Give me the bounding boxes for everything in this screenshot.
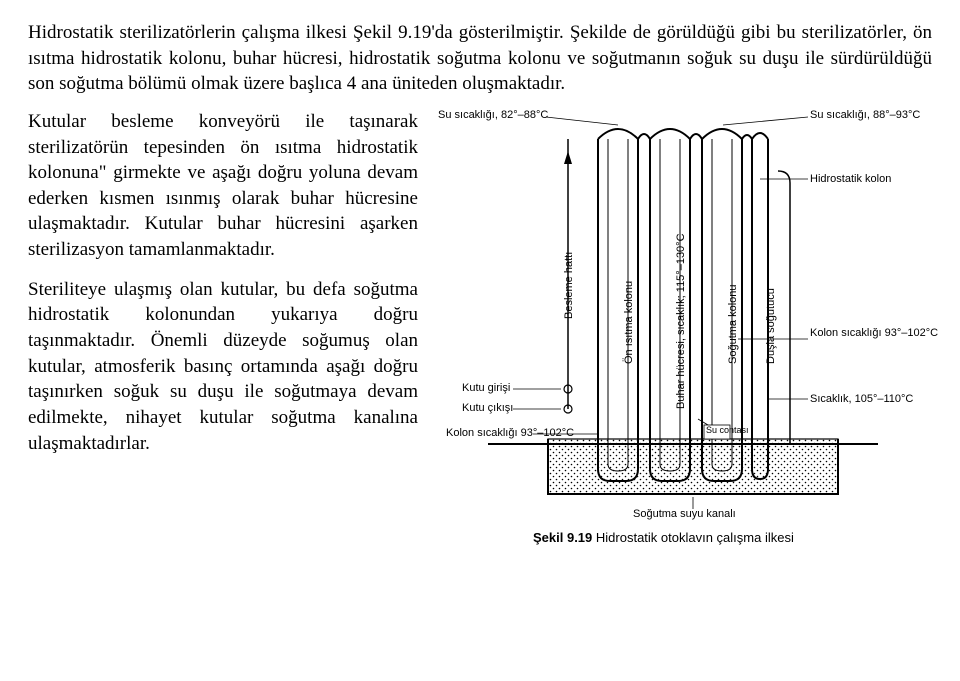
label-su-sicak-right: Su sıcaklığı, 88°–93°C [810, 108, 920, 123]
figure-caption-text: Hidrostatik otoklavın çalışma ilkesi [592, 530, 794, 545]
label-kolon-sicak-left: Kolon sıcaklığı 93°–102°C [446, 427, 574, 439]
label-kutu-cikisi: Kutu çıkışı [462, 401, 513, 416]
label-kolon-sicak-right: Kolon sıcaklığı 93°–102°C [810, 327, 938, 339]
label-dusla-sogutucu: Duşla soğutucu [764, 288, 779, 364]
figure-caption: Şekil 9.19 Hidrostatik otoklavın çalışma… [533, 529, 794, 547]
label-on-isitma: Ön ısıtma kolonu [622, 281, 637, 364]
figure-column: Su sıcaklığı, 82°–88°C Su sıcaklığı, 88°… [438, 109, 932, 549]
label-su-sicak-left: Su sıcaklığı, 82°–88°C [438, 108, 548, 123]
label-sogutma-kolonu: Soğutma kolonu [726, 284, 741, 364]
label-kolon-sicak-left-text: Kolon sıcaklığı 93°–102°C [446, 427, 574, 439]
label-kutu-girisi: Kutu girişi [462, 381, 510, 396]
label-sogutma-suyu: Soğutma suyu kanalı [633, 507, 736, 522]
label-sicaklik-right: Sıcaklık, 105°–110°C [810, 392, 913, 407]
intro-section: Hidrostatik sterilizatörlerin çalışma il… [28, 20, 932, 97]
body-paragraph-1: Kutular besleme konveyörü ile taşınarak … [28, 109, 418, 263]
body-text-column: Kutular besleme konveyörü ile taşınarak … [28, 109, 418, 549]
body-paragraph-2: Steriliteye ulaşmış olan kutular, bu def… [28, 277, 418, 456]
label-hidrostatik-kolon: Hidrostatik kolon [810, 172, 891, 187]
figure-9-19: Su sıcaklığı, 82°–88°C Su sıcaklığı, 88°… [438, 109, 918, 549]
label-su-contasi: Su contası [706, 426, 749, 435]
intro-paragraph: Hidrostatik sterilizatörlerin çalışma il… [28, 20, 932, 97]
two-column-layout: Kutular besleme konveyörü ile taşınarak … [28, 109, 932, 549]
label-buhar-hucresi: Buhar hücresi, sıcaklık; 115°–130°C [674, 233, 689, 409]
label-besleme-hatti: Besleme hattı [562, 252, 577, 319]
figure-caption-number: Şekil 9.19 [533, 530, 592, 545]
label-kolon-sicak-right-text: Kolon sıcaklığı 93°–102°C [810, 327, 938, 339]
